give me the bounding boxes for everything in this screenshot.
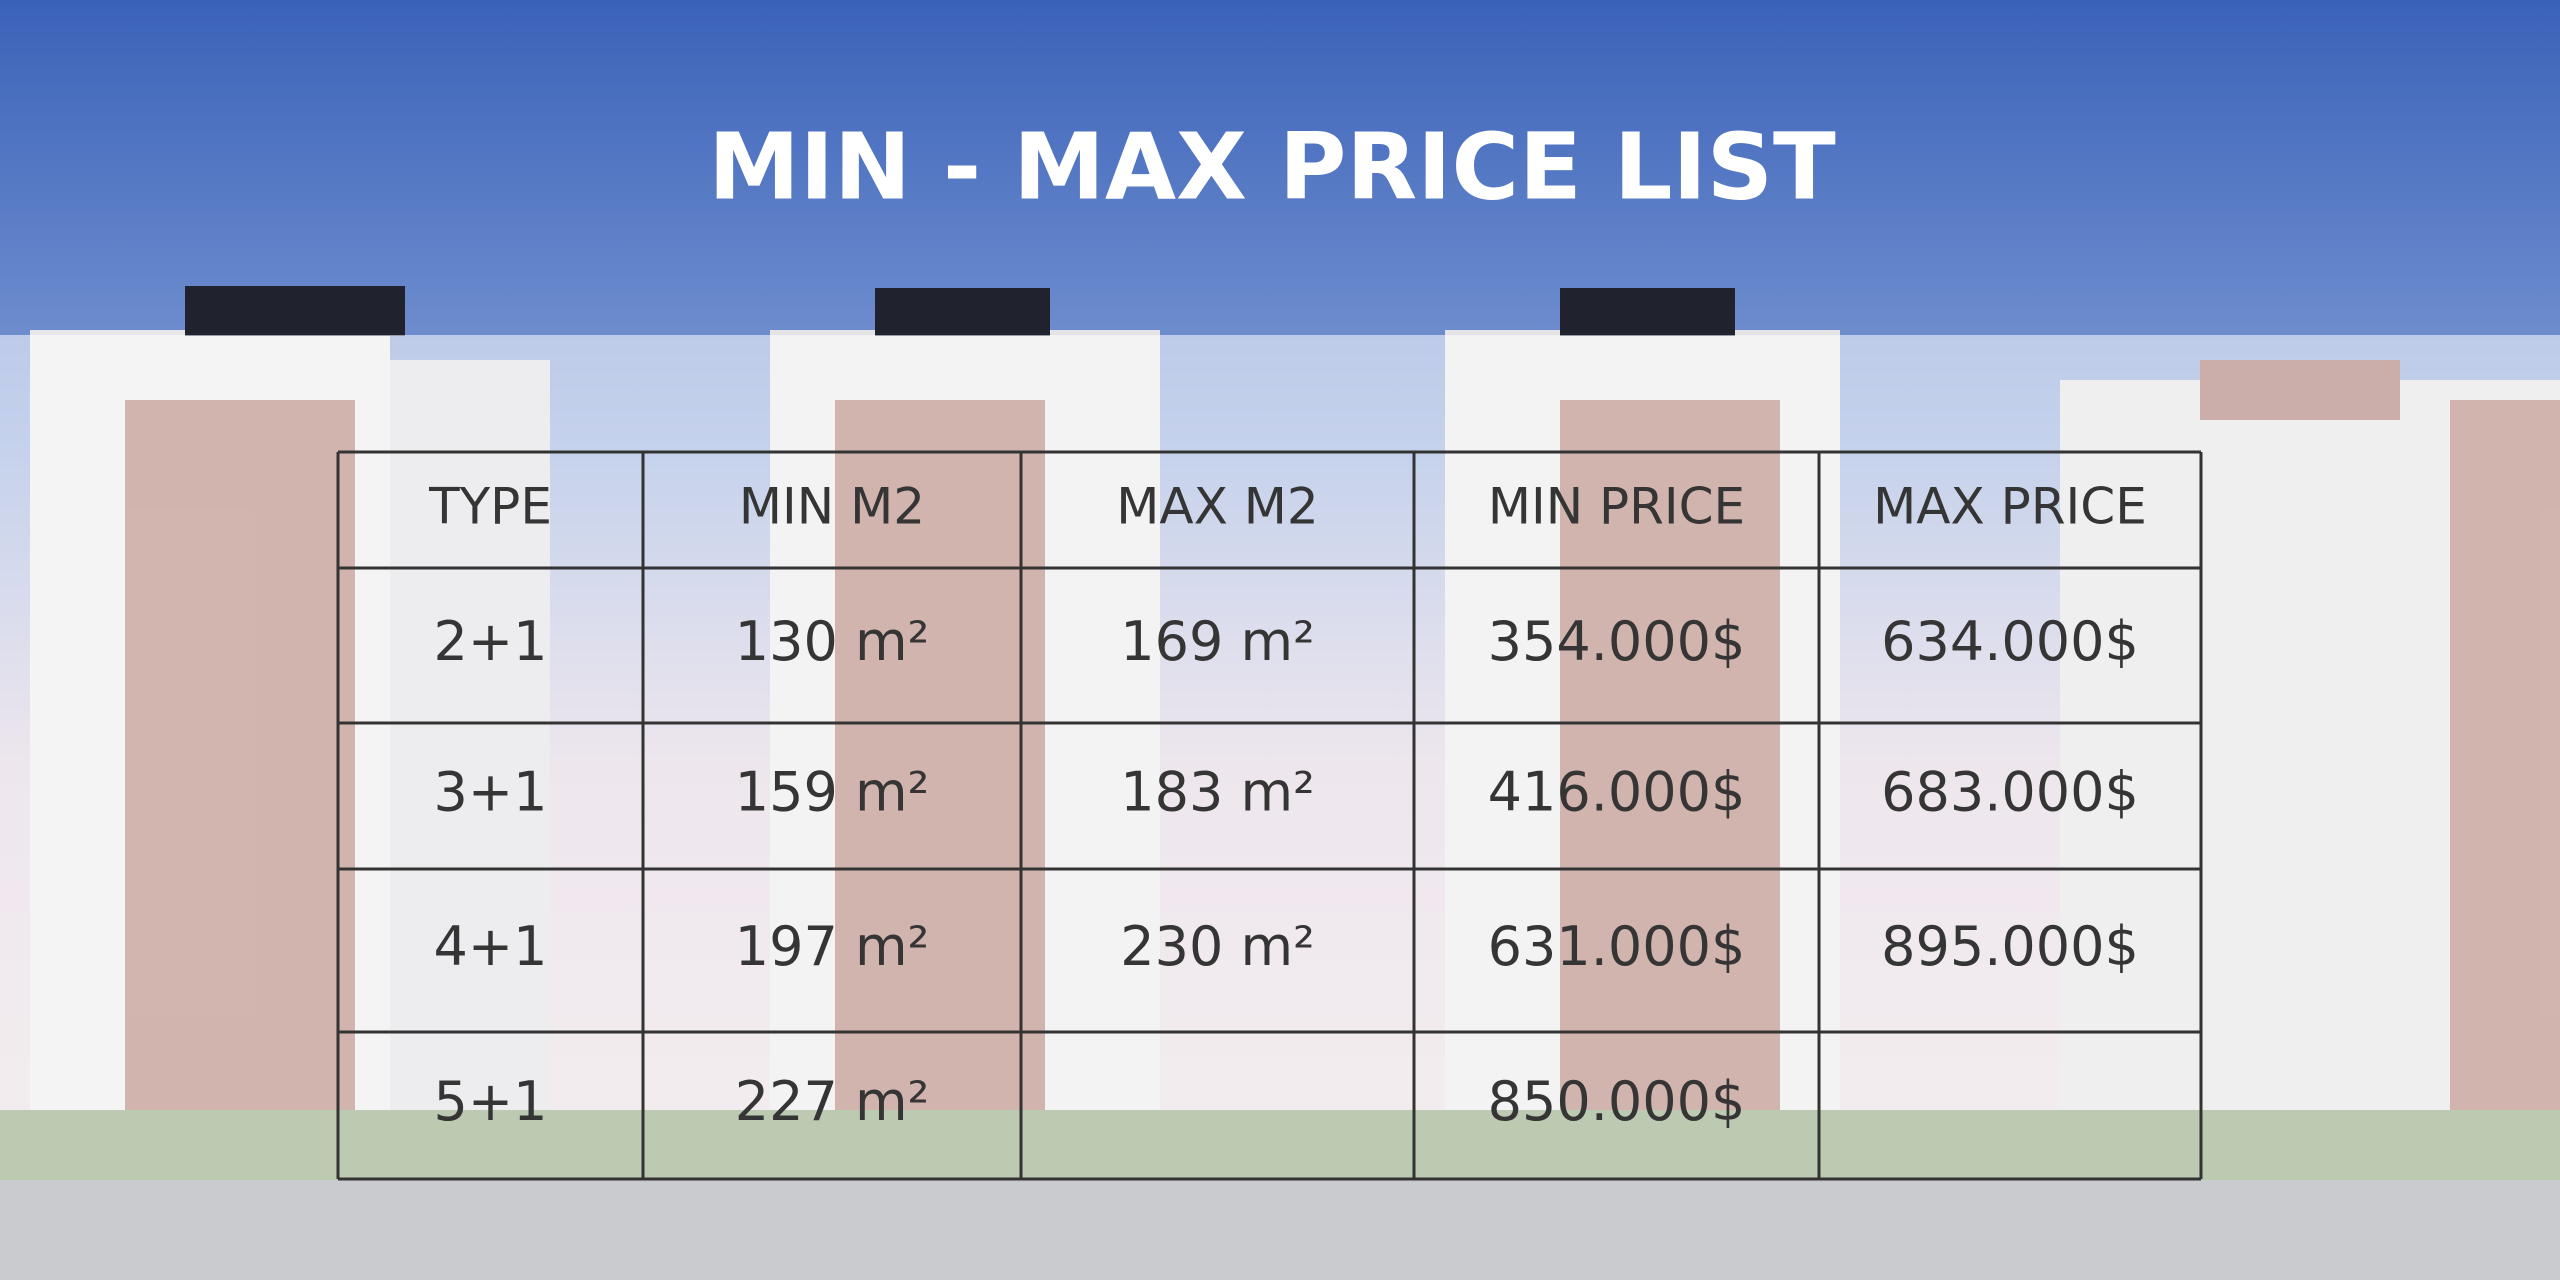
header-cell: MAX PRICE [1873,478,2147,536]
cell: 683.000$ [1881,761,2139,824]
cell: 634.000$ [1881,610,2139,673]
cell: 631.000$ [1488,915,1746,978]
header-cell: MIN PRICE [1488,478,1745,536]
table: TYPE MIN M2 MAX M2 MIN PRICE MAX PRICE 2+1 130… [336,450,2203,1181]
title: MIN - MAX PRICE LIST [708,113,1836,220]
cell: 183 m² [1120,761,1314,824]
cell: 354.000$ [1488,610,1746,673]
cell: 130 m² [735,610,929,673]
cell: 5+1 [434,1070,548,1133]
cell: 2+1 [434,610,548,673]
cell: 3+1 [434,761,548,824]
cell: 4+1 [434,915,548,978]
cell: 197 m² [735,915,929,978]
cell: 169 m² [1120,610,1314,673]
cell: 850.000$ [1488,1070,1746,1133]
cell: 895.000$ [1881,915,2139,978]
cell: 230 m² [1120,915,1314,978]
header-cell: MAX M2 [1116,478,1318,536]
header-cell: MIN M2 [739,478,925,536]
cell: 416.000$ [1488,761,1746,824]
overlay [0,335,2560,1280]
header-cell: TYPE [428,478,552,536]
cell: 159 m² [735,761,929,824]
cell: 227 m² [735,1070,929,1133]
